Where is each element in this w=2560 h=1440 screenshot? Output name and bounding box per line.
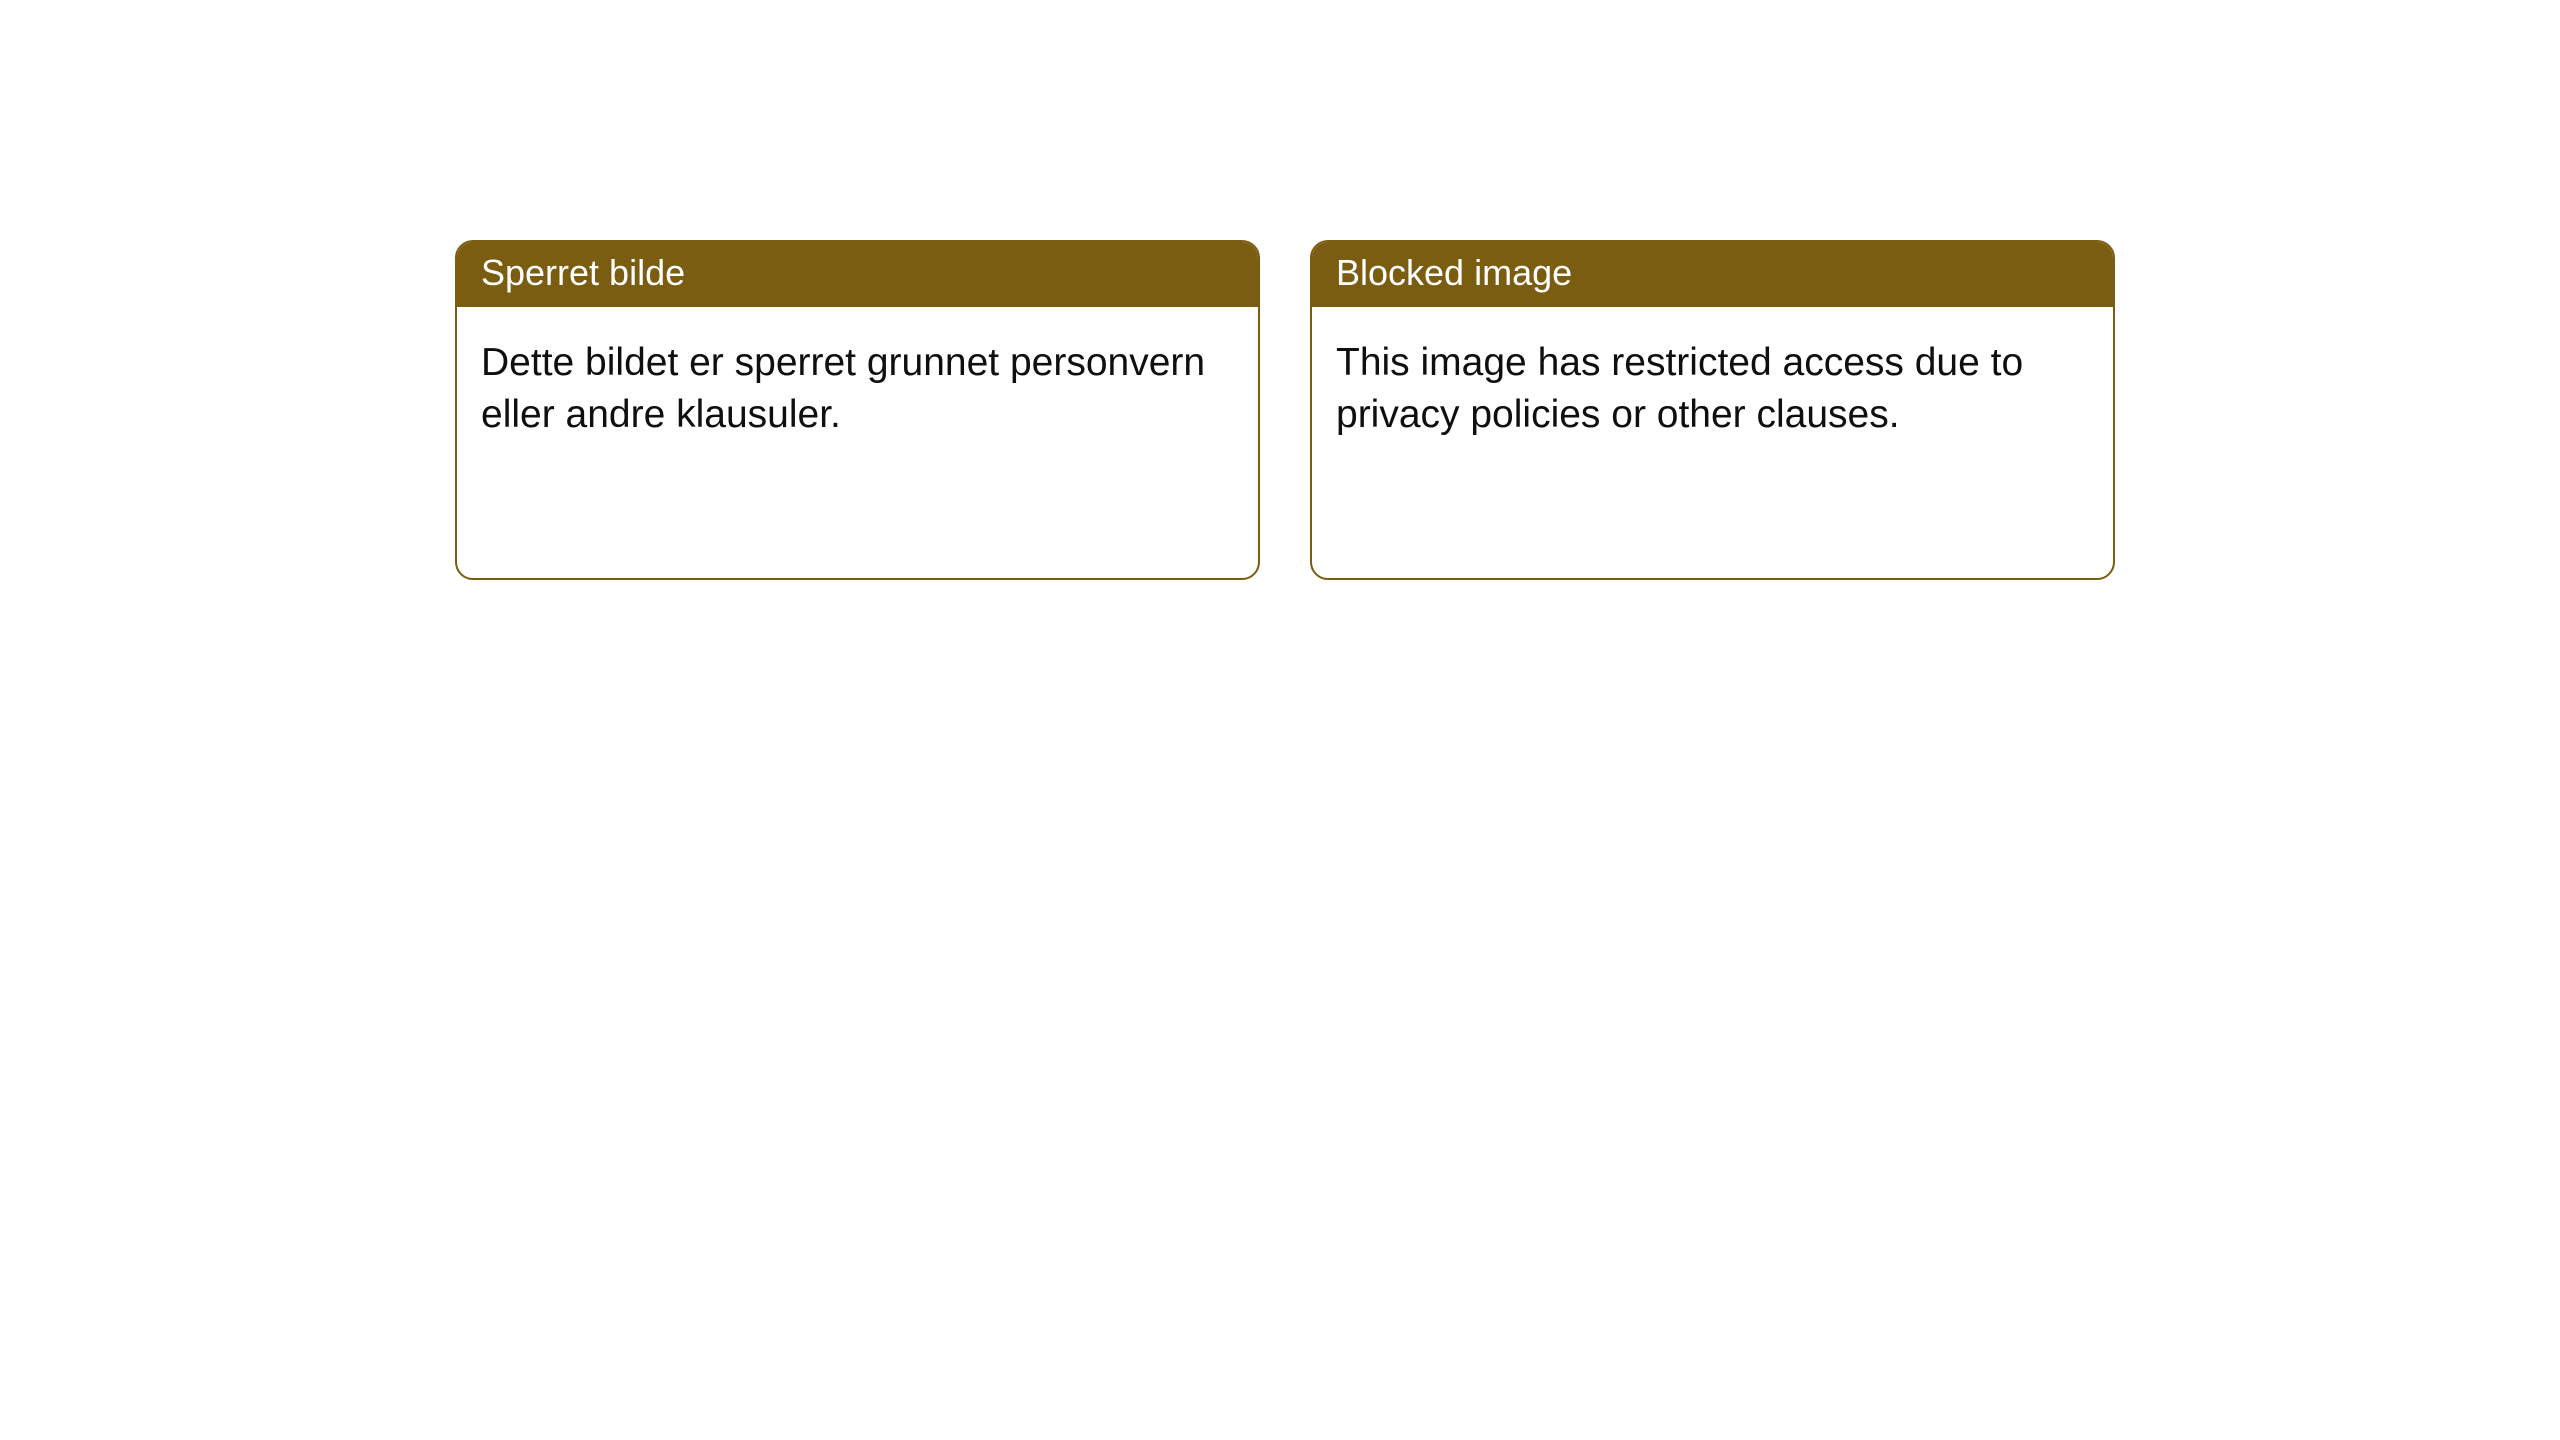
- notice-box-norwegian: Sperret bilde Dette bildet er sperret gr…: [455, 240, 1260, 580]
- notice-body: Dette bildet er sperret grunnet personve…: [457, 307, 1258, 472]
- notice-text: This image has restricted access due to …: [1336, 341, 2023, 437]
- notice-title: Sperret bilde: [481, 252, 685, 293]
- notice-box-english: Blocked image This image has restricted …: [1310, 240, 2115, 580]
- notice-header: Blocked image: [1312, 242, 2113, 307]
- notice-container: Sperret bilde Dette bildet er sperret gr…: [0, 0, 2560, 580]
- notice-title: Blocked image: [1336, 252, 1572, 293]
- notice-text: Dette bildet er sperret grunnet personve…: [481, 341, 1205, 437]
- notice-header: Sperret bilde: [457, 242, 1258, 307]
- notice-body: This image has restricted access due to …: [1312, 307, 2113, 472]
